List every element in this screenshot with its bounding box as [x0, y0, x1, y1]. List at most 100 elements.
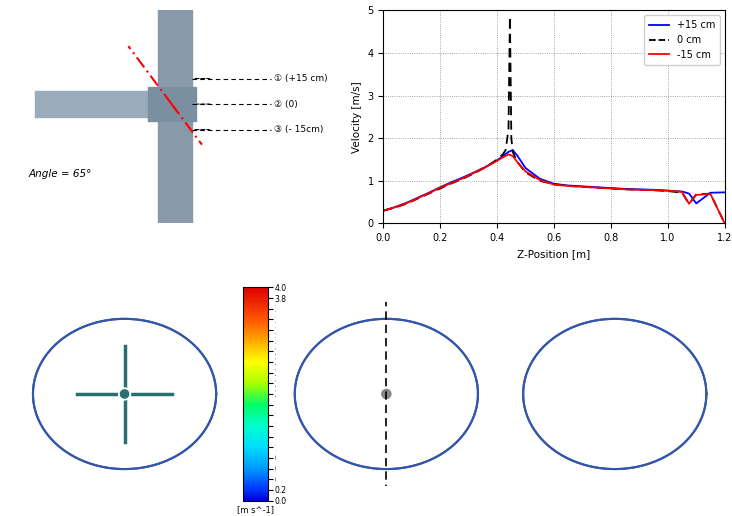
- 0 cm: [482, 164, 490, 170]
- -15 cm: [447, 180, 456, 186]
- 0 cm: [501, 147, 510, 153]
- 0 cm: [720, 220, 729, 227]
- 0 cm: [436, 185, 444, 191]
- +15 cm: [720, 189, 729, 196]
- +15 cm: [678, 188, 687, 195]
- -15 cm: [621, 186, 630, 192]
- -15 cm: [512, 158, 521, 165]
- 0 cm: [425, 190, 433, 197]
- +15 cm: [635, 186, 643, 192]
- +15 cm: [564, 183, 572, 189]
- 0 cm: [447, 180, 456, 186]
- -15 cm: [482, 164, 490, 170]
- -15 cm: [578, 184, 587, 190]
- +15 cm: [521, 165, 530, 171]
- Text: Angle = 65°: Angle = 65°: [29, 169, 92, 179]
- -15 cm: [470, 170, 479, 176]
- +15 cm: [493, 157, 501, 164]
- +15 cm: [390, 204, 399, 211]
- +15 cm: [482, 164, 490, 170]
- +15 cm: [508, 147, 517, 153]
- -15 cm: [413, 195, 422, 201]
- 0 cm: [507, 135, 516, 141]
- +15 cm: [706, 190, 715, 196]
- +15 cm: [535, 175, 544, 182]
- +15 cm: [692, 200, 701, 206]
- +15 cm: [498, 153, 507, 159]
- Y-axis label: Velocity [m/s]: Velocity [m/s]: [352, 81, 362, 153]
- 0 cm: [402, 201, 411, 207]
- 0 cm: [413, 196, 422, 202]
- Bar: [158, 10, 192, 223]
- 0 cm: [578, 184, 587, 190]
- -15 cm: [720, 220, 729, 227]
- +15 cm: [470, 169, 479, 175]
- Line: -15 cm: -15 cm: [384, 154, 725, 223]
- -15 cm: [706, 191, 715, 197]
- +15 cm: [425, 190, 433, 196]
- +15 cm: [379, 207, 388, 214]
- Text: ② (0): ② (0): [274, 100, 298, 108]
- 0 cm: [506, 13, 515, 20]
- 0 cm: [706, 190, 715, 197]
- 0 cm: [663, 188, 672, 194]
- +15 cm: [402, 200, 411, 206]
- +15 cm: [649, 187, 658, 193]
- PathPatch shape: [203, 211, 569, 516]
- Circle shape: [380, 388, 393, 400]
- 0 cm: [493, 156, 501, 163]
- Circle shape: [610, 390, 619, 398]
- 0 cm: [678, 190, 687, 196]
- 0 cm: [607, 185, 616, 191]
- +15 cm: [447, 179, 456, 185]
- 0 cm: [521, 169, 530, 175]
- +15 cm: [504, 149, 513, 155]
- -15 cm: [508, 153, 517, 159]
- Line: 0 cm: 0 cm: [384, 17, 725, 223]
- -15 cm: [493, 158, 501, 164]
- PathPatch shape: [432, 211, 732, 516]
- 0 cm: [535, 178, 544, 184]
- Circle shape: [382, 390, 391, 398]
- -15 cm: [379, 207, 388, 214]
- +15 cm: [578, 183, 587, 189]
- -15 cm: [458, 175, 467, 181]
- 0 cm: [498, 151, 507, 157]
- +15 cm: [621, 186, 630, 192]
- +15 cm: [684, 190, 693, 197]
- 0 cm: [379, 207, 388, 214]
- 0 cm: [390, 204, 399, 211]
- -15 cm: [678, 189, 687, 195]
- 0 cm: [504, 126, 513, 133]
- -15 cm: [436, 185, 444, 191]
- -15 cm: [564, 183, 572, 189]
- -15 cm: [425, 190, 433, 196]
- X-axis label: Z-Position [m]: Z-Position [m]: [518, 249, 591, 259]
- -15 cm: [550, 182, 559, 188]
- -15 cm: [684, 201, 693, 207]
- Circle shape: [119, 388, 130, 400]
- 0 cm: [550, 181, 559, 187]
- -15 cm: [663, 187, 672, 194]
- 0 cm: [470, 170, 479, 176]
- -15 cm: [535, 177, 544, 183]
- -15 cm: [592, 185, 601, 191]
- +15 cm: [436, 184, 444, 190]
- 0 cm: [508, 149, 517, 155]
- Text: [m s^-1]: [m s^-1]: [237, 505, 274, 514]
- 0 cm: [635, 187, 643, 193]
- Legend: +15 cm, 0 cm, -15 cm: +15 cm, 0 cm, -15 cm: [644, 15, 720, 64]
- +15 cm: [663, 187, 672, 194]
- 0 cm: [512, 158, 521, 165]
- Text: ③ (- 15cm): ③ (- 15cm): [274, 125, 324, 134]
- -15 cm: [649, 187, 658, 194]
- 0 cm: [649, 187, 658, 194]
- -15 cm: [504, 151, 513, 157]
- -15 cm: [402, 200, 411, 206]
- -15 cm: [521, 168, 530, 174]
- +15 cm: [458, 174, 467, 181]
- +15 cm: [413, 195, 422, 201]
- +15 cm: [592, 184, 601, 190]
- Circle shape: [121, 390, 129, 398]
- -15 cm: [498, 154, 507, 160]
